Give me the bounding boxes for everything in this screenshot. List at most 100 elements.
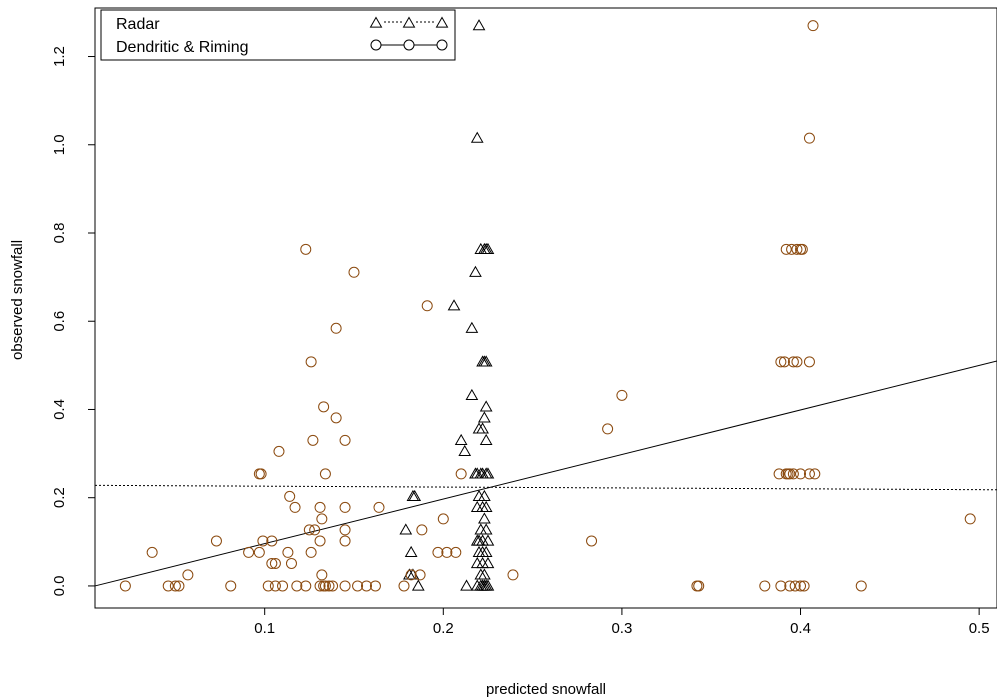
dendritic-riming-point [318, 401, 330, 413]
dendritic-riming-point [225, 580, 237, 592]
dendritic-riming-point [775, 580, 787, 592]
dendritic-riming-point [316, 513, 328, 525]
dendritic-riming-point [284, 490, 296, 502]
legend-marker-dendritic-riming [370, 39, 382, 51]
x-tick-label: 0.4 [790, 620, 811, 637]
dendritic-riming-point [759, 580, 771, 592]
legend-marker-dendritic-riming [403, 39, 415, 51]
dendritic-riming-point [277, 580, 289, 592]
legend-marker-radar [369, 16, 383, 28]
dendritic-riming-point [257, 535, 269, 547]
dendritic-riming-point [291, 580, 303, 592]
radar-point [470, 500, 484, 513]
x-tick-label: 0.5 [969, 620, 990, 637]
dendritic-riming-point [414, 569, 426, 581]
dendritic-riming-point [253, 546, 265, 558]
legend-label-dendritic-riming: Dendritic & Riming [116, 39, 248, 56]
radar-point [479, 355, 493, 367]
dendritic-riming-point [795, 468, 807, 480]
radar-point [478, 568, 491, 580]
y-axis: 0.0 0.2 0.4 0.6 0.8 1.0 1.2 [51, 46, 95, 596]
dendritic-riming-point [780, 243, 792, 255]
radar-point [479, 500, 493, 513]
dendritic-riming-point [405, 569, 417, 581]
dendritic-riming-point [348, 266, 360, 278]
dendritic-riming-point [450, 546, 462, 558]
y-tick-label: 1.0 [51, 134, 68, 155]
radar-point [411, 579, 425, 591]
dendritic-riming-point [282, 546, 294, 558]
radar-point [481, 556, 495, 569]
dendritic-riming-point [330, 412, 342, 424]
dendritic-riming-point [330, 322, 342, 334]
dendritic-riming-point [269, 580, 281, 592]
dendritic-riming-point [807, 20, 819, 32]
dendritic-riming-point [173, 580, 185, 592]
dendritic-riming-point [323, 580, 335, 592]
dendritic-riming-point [855, 580, 867, 592]
radar-point [458, 444, 472, 457]
x-tick-label: 0.2 [433, 620, 454, 637]
dendritic-riming-point [339, 580, 351, 592]
radar-point [476, 556, 489, 569]
y-tick-label: 0.0 [51, 576, 68, 597]
dendritic-riming-point [243, 546, 255, 558]
legend-symbols [369, 16, 449, 51]
radar-point [447, 299, 461, 311]
dendritic-riming-point [273, 445, 285, 457]
dendritic-riming-point [964, 513, 976, 525]
radar-point [479, 400, 493, 412]
dendritic-riming-fit-line [94, 360, 997, 587]
dendritic-riming-point [327, 580, 339, 592]
dendritic-riming-point [421, 300, 433, 312]
radar-point [469, 265, 482, 277]
dendritic-riming-point [285, 557, 297, 569]
dendritic-riming-point [305, 356, 317, 368]
legend-marker-bg [436, 16, 448, 28]
y-tick-label: 0.4 [51, 399, 68, 420]
radar-point [399, 523, 413, 535]
dendritic-riming-point [119, 580, 131, 592]
x-tick-label: 0.3 [611, 620, 632, 637]
dendritic-riming-point [441, 546, 453, 558]
dendritic-riming-point [809, 468, 821, 480]
dendritic-riming-point [773, 468, 785, 480]
radar-point [465, 321, 479, 333]
dendritic-riming-point [437, 513, 449, 525]
radar-point [478, 411, 491, 423]
radar-point [454, 433, 468, 445]
dendritic-riming-point [775, 356, 787, 368]
legend-marker-radar [435, 16, 449, 28]
dendritic-riming-point [787, 468, 799, 480]
dendritic-riming-point [789, 580, 801, 592]
plot-frame [94, 7, 997, 609]
dendritic-riming-point [309, 524, 321, 536]
dendritic-riming-point [262, 580, 274, 592]
x-axis-label: predicted snowfall [486, 681, 606, 698]
radar-point [474, 523, 488, 535]
dendritic-riming-point [455, 468, 467, 480]
dendritic-riming-point [786, 243, 798, 255]
data-points [119, 19, 976, 592]
dendritic-riming-point [339, 501, 351, 513]
dendritic-riming-point [146, 546, 158, 558]
dendritic-riming-point [796, 243, 808, 255]
dendritic-riming-point [314, 535, 326, 547]
y-tick-label: 0.8 [51, 223, 68, 244]
dendritic-riming-point [269, 557, 281, 569]
dendritic-riming-point [319, 468, 331, 480]
radar-point [479, 545, 493, 558]
radar-point [472, 19, 486, 31]
y-tick-label: 0.2 [51, 487, 68, 508]
dendritic-riming-point [784, 580, 796, 592]
radar-point [470, 556, 484, 569]
radar-point [481, 467, 495, 479]
radar-point [481, 534, 495, 546]
radar-point [460, 579, 473, 591]
x-tick-label: 0.1 [254, 620, 275, 637]
dendritic-riming-point [316, 569, 328, 581]
dendritic-riming-point [339, 535, 351, 547]
legend: Radar Dendritic & Riming [100, 9, 456, 61]
fit-lines [94, 360, 997, 587]
radar-point [406, 489, 420, 502]
